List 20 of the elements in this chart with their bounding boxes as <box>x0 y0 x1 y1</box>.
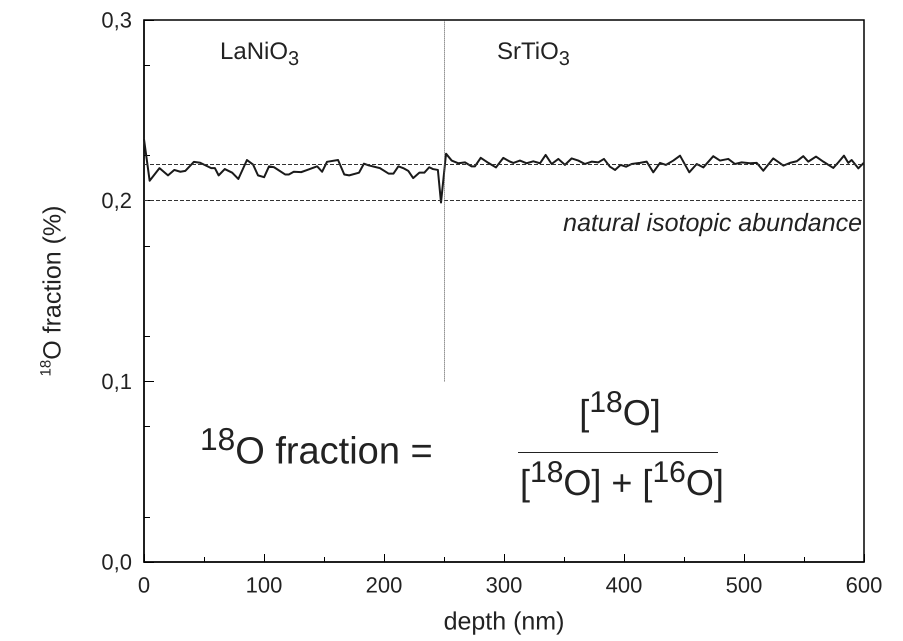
y-tick-label: 0,1 <box>101 368 132 394</box>
y-tick-label: 0,0 <box>101 550 132 574</box>
x-tick-label: 300 <box>486 572 522 598</box>
line-series <box>143 138 864 204</box>
y-tick-label: 0,2 <box>101 188 132 214</box>
annotation: [$^{18}$O] + [$^{16}$O] <box>520 455 724 504</box>
x-axis-title: depth (nm) <box>444 608 564 636</box>
annotation: $^{18}$O fraction = <box>200 420 433 475</box>
x-tick-label: 100 <box>246 572 282 598</box>
annotation: SrTiO$_{3}$ <box>497 38 570 71</box>
y-tick-label: 0,3 <box>101 8 132 32</box>
y-axis-title: 18O fraction (%) <box>38 206 66 376</box>
x-tick-label: 0 <box>138 572 150 598</box>
x-tick-label: 200 <box>366 572 402 598</box>
annotation: [$^{18}$O] <box>578 385 662 434</box>
annotation: LaNiO$_{3}$ <box>220 38 300 71</box>
x-tick-label: 500 <box>726 572 762 598</box>
ref-line-label: natural isotopic abundance <box>563 209 862 238</box>
x-tick-label: 400 <box>606 572 642 598</box>
x-tick-label: 600 <box>846 572 882 598</box>
